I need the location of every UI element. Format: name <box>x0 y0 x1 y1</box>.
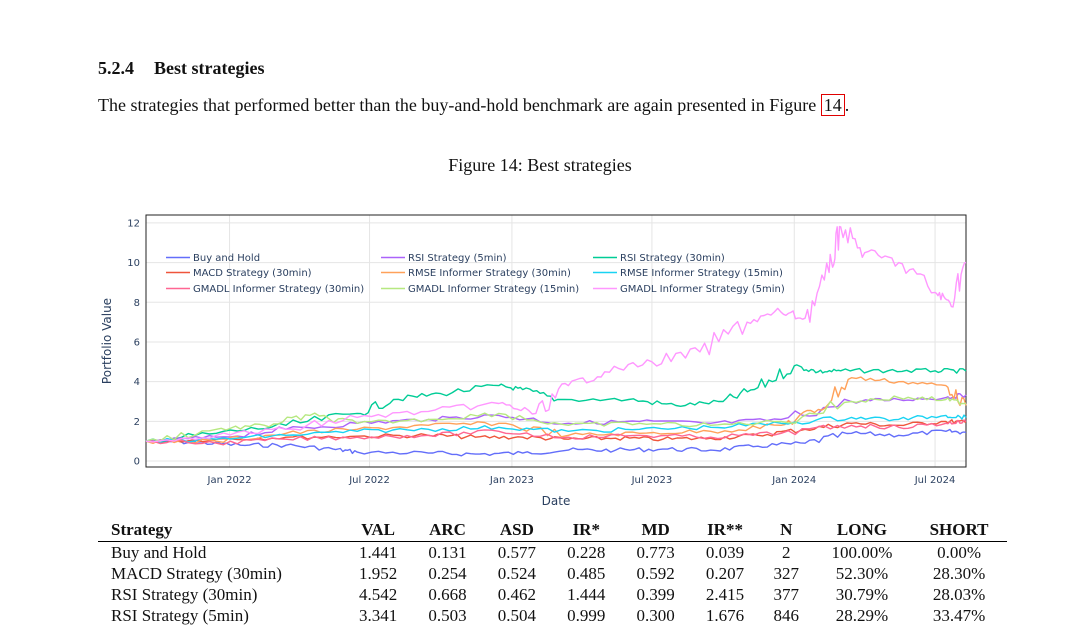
legend-label: GMADL Informer Strategy (30min) <box>193 284 364 295</box>
x-tick-label: Jul 2023 <box>631 475 673 486</box>
table-cell: 1.441 <box>359 542 398 562</box>
table-cell: 0.485 <box>567 563 606 583</box>
series-line <box>145 376 967 444</box>
table-cell: 1.444 <box>567 584 606 604</box>
table-cell: 377 <box>773 584 799 604</box>
y-tick-label: 10 <box>127 258 140 269</box>
table-cell: RSI Strategy (5min) <box>111 605 249 625</box>
table-cell: 52.30% <box>835 563 889 583</box>
table-cell: 0.207 <box>705 563 745 583</box>
series-line <box>145 225 967 443</box>
y-tick-label: 2 <box>134 417 140 428</box>
table-cell: 846 <box>773 605 799 625</box>
column-header: IR* <box>551 519 621 542</box>
table-cell: 30.79% <box>835 584 889 604</box>
table-cell: 0.592 <box>636 563 675 583</box>
table-cell: RSI Strategy (30min) <box>111 584 258 604</box>
paragraph-text: The strategies that performed better tha… <box>98 95 821 115</box>
table-cell: 1.676 <box>705 605 745 625</box>
x-tick-label: Jan 2023 <box>489 475 534 486</box>
table-cell: 0.228 <box>567 542 606 562</box>
figure-caption: Figure 14: Best strategies <box>448 155 632 175</box>
paragraph-end: . <box>844 95 850 115</box>
table-cell: 0.577 <box>497 542 537 562</box>
column-header: IR** <box>690 519 760 542</box>
table-cell: 0.504 <box>497 605 537 625</box>
table-header-row: Strategy VAL ARC ASD IR* MD IR** N LONG SHORT <box>98 519 1007 542</box>
table-row: MACD Strategy (30min) 1.952 0.254 0.524 0.48… <box>98 563 1007 584</box>
series-line <box>145 395 967 442</box>
table-cell: 33.47% <box>932 605 986 625</box>
y-tick-label: 0 <box>134 457 140 468</box>
table-cell: 2 <box>781 542 791 562</box>
legend-label: RSI Strategy (5min) <box>408 253 507 264</box>
legend-label: GMADL Informer Strategy (15min) <box>408 284 579 295</box>
table-cell: 1.952 <box>359 563 398 583</box>
table-cell: 0.131 <box>428 542 467 562</box>
table-cell: 0.668 <box>428 584 467 604</box>
series-line <box>146 419 967 446</box>
column-header: ARC <box>412 519 483 542</box>
table-row: RSI Strategy (5min) 3.341 0.503 0.504 0.999 0… <box>98 605 1007 626</box>
table-cell: 28.03% <box>932 584 986 604</box>
table-cell: 0.399 <box>636 584 675 604</box>
table-cell: MACD Strategy (30min) <box>111 563 282 583</box>
legend-label: RMSE Informer Strategy (15min) <box>620 268 783 279</box>
x-tick-label: Jul 2024 <box>914 475 956 486</box>
line-chart: Jan 2022 Jul 2022 Jan 2023 Jul 2023 Jan 2024… <box>100 214 967 508</box>
y-tick-label: 6 <box>134 337 140 348</box>
body-paragraph: The strategies that performed better tha… <box>98 94 850 116</box>
legend-label: Buy and Hold <box>193 253 260 264</box>
column-header: Strategy <box>98 519 344 542</box>
section-title: Best strategies <box>154 58 265 78</box>
table-cell: 3.341 <box>359 605 398 625</box>
table-cell: 0.524 <box>497 563 537 583</box>
series-line <box>145 419 967 444</box>
column-header: N <box>759 519 813 542</box>
legend-label: MACD Strategy (30min) <box>193 268 312 279</box>
table-cell: 4.542 <box>359 584 398 604</box>
table-cell: 28.30% <box>932 563 986 583</box>
column-header: MD <box>620 519 691 542</box>
x-tick-label: Jan 2024 <box>771 475 816 486</box>
x-tick-label: Jan 2022 <box>207 475 252 486</box>
table-row: RSI Strategy (30min) 4.542 0.668 0.462 1.444… <box>98 584 1007 605</box>
figure-reference-link[interactable]: 14 <box>820 94 845 116</box>
legend-label: RMSE Informer Strategy (30min) <box>408 268 571 279</box>
table-cell: 0.00% <box>937 542 982 562</box>
column-header: SHORT <box>911 519 1007 542</box>
table-cell: 0.999 <box>567 605 606 625</box>
x-tick-label: Jul 2022 <box>348 475 390 486</box>
table-cell: 0.462 <box>497 584 537 604</box>
table-cell: 0.503 <box>428 605 467 625</box>
table-cell: 2.415 <box>705 584 745 604</box>
series-line <box>145 364 967 444</box>
table-cell: 100.00% <box>831 542 893 562</box>
legend-label: RSI Strategy (30min) <box>620 253 725 264</box>
legend-label: GMADL Informer Strategy (5min) <box>620 284 785 295</box>
table-cell: 327 <box>773 563 799 583</box>
series-line <box>145 414 967 443</box>
table-cell: 0.039 <box>705 542 745 562</box>
series-line <box>145 428 967 457</box>
y-tick-label: 8 <box>134 298 140 309</box>
column-header: ASD <box>482 519 552 542</box>
y-axis-title: Portfolio Value <box>100 298 114 384</box>
plot-frame <box>145 214 967 468</box>
results-table: Strategy VAL ARC ASD IR* MD IR** N LONG SHORT Buy… <box>98 519 1007 626</box>
y-tick-label: 4 <box>134 377 140 388</box>
section-heading: 5.2.4 Best strategies <box>98 58 264 79</box>
column-header: LONG <box>812 519 912 542</box>
table-cell: Buy and Hold <box>111 542 207 562</box>
section-number: 5.2.4 <box>98 58 134 78</box>
x-axis-title: Date <box>542 494 571 508</box>
table-row: Buy and Hold 1.441 0.131 0.577 0.228 0.773 0.0… <box>98 542 1007 564</box>
table-cell: 0.773 <box>636 542 675 562</box>
column-header: VAL <box>343 519 413 542</box>
table-cell: 0.254 <box>428 563 467 583</box>
series-line <box>145 393 967 442</box>
table-cell: 28.29% <box>835 605 889 625</box>
y-tick-label: 12 <box>127 218 140 229</box>
table-cell: 0.300 <box>636 605 675 625</box>
